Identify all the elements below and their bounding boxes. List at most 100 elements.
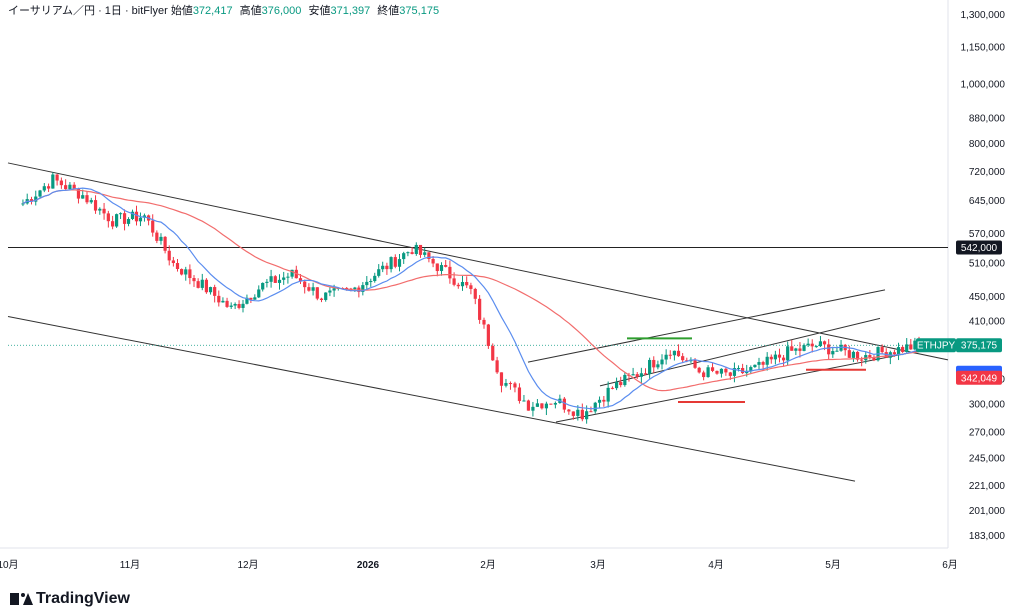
candle-body — [473, 288, 477, 299]
candle-body — [114, 214, 119, 227]
candle-body — [298, 278, 303, 282]
brand: TradingView — [10, 590, 130, 608]
candle-body — [786, 346, 790, 361]
candle-body — [282, 277, 286, 280]
candle-body — [610, 387, 615, 389]
candle-body — [719, 368, 724, 374]
candle-body — [159, 236, 163, 241]
candle-body — [576, 409, 580, 416]
candle-body — [668, 354, 672, 356]
chart-header: イーサリアム／円 · 1日 · bitFlyer 始値372,417 高値376… — [8, 2, 443, 18]
candle-body — [377, 269, 381, 276]
candle-body — [643, 373, 648, 375]
x-tick-label: 11月 — [120, 559, 140, 571]
trendline — [555, 344, 949, 423]
candle-body — [245, 297, 249, 304]
candle-body — [896, 347, 901, 355]
candle-body — [111, 221, 115, 227]
candle-body — [580, 409, 584, 420]
candle-body — [237, 304, 241, 308]
close-label: 終値 — [377, 5, 400, 17]
candle-body — [369, 281, 373, 283]
candle-body — [345, 287, 349, 289]
x-tick-label: 2026 — [357, 560, 380, 571]
candle-body — [261, 282, 265, 290]
high-value: 376,000 — [261, 5, 302, 17]
candle-body — [614, 382, 619, 389]
candle-body — [486, 324, 490, 346]
candle-body — [118, 213, 123, 215]
candle-body — [418, 244, 423, 255]
candle-body — [660, 359, 664, 365]
candle-body — [831, 351, 835, 355]
candle-body — [353, 287, 357, 290]
candle-body — [225, 300, 229, 307]
candle-body — [324, 292, 328, 300]
x-tick-label: 5月 — [825, 559, 841, 571]
candle-body — [126, 219, 131, 224]
candle-body — [253, 297, 257, 300]
candle-body — [448, 266, 452, 279]
candle-body — [794, 348, 798, 351]
x-tick-label: 4月 — [708, 559, 724, 571]
trendline — [527, 289, 886, 363]
candle-body — [402, 253, 406, 260]
candle-body — [106, 213, 110, 222]
candle-body — [98, 208, 102, 211]
candle-body — [749, 367, 753, 371]
y-tick-label: 570,000 — [969, 229, 1006, 240]
candle-body — [676, 350, 681, 357]
candle-body — [847, 350, 851, 358]
open-value: 372,417 — [192, 5, 233, 17]
y-tick-label: 800,000 — [969, 139, 1006, 150]
candle-body — [478, 298, 482, 320]
ma-slow-line — [22, 189, 920, 392]
candle-body — [606, 387, 610, 402]
y-tick-label: 1,300,000 — [961, 10, 1006, 21]
candle-body — [365, 281, 369, 286]
candle-body — [702, 372, 706, 378]
ma-value-tag-bg — [956, 370, 1002, 385]
candle-body — [736, 368, 741, 370]
candle-body — [89, 200, 93, 203]
candle-body — [68, 184, 72, 190]
candle-body — [389, 257, 393, 270]
candle-body — [504, 383, 508, 386]
candle-body — [540, 403, 544, 409]
candle-body — [517, 387, 522, 401]
y-tick-label: 183,000 — [969, 531, 1006, 542]
y-tick-label: 510,000 — [969, 259, 1006, 270]
candle-body — [423, 252, 427, 255]
candle-body — [635, 374, 639, 377]
candle-body — [93, 200, 98, 211]
candle-body — [130, 211, 135, 220]
candle-body — [213, 287, 217, 296]
candle-body — [76, 188, 81, 199]
candle-body — [29, 199, 34, 202]
candle-body — [706, 367, 710, 378]
candle-body — [513, 383, 517, 388]
symbol-price-tag-bg — [916, 338, 956, 353]
high-label: 高値 — [239, 5, 262, 17]
candle-body — [798, 348, 802, 351]
candle-body — [693, 359, 697, 368]
candle-body — [51, 174, 55, 189]
candle-body — [175, 263, 180, 270]
candle-body — [184, 269, 188, 275]
candle-body — [167, 250, 171, 261]
x-tick-label: 6月 — [942, 559, 958, 571]
candle-body — [652, 359, 656, 368]
candle-body — [249, 297, 253, 300]
trendline — [7, 316, 856, 482]
x-tick-label: 3月 — [590, 559, 606, 571]
candle-body — [814, 346, 818, 348]
candle-body — [21, 203, 25, 205]
candle-body — [619, 382, 623, 386]
candle-body — [765, 356, 769, 365]
candle-body — [64, 185, 68, 190]
symbol-price-tag: ETHJPY — [917, 341, 956, 352]
candle-body — [102, 208, 106, 214]
candle-body — [664, 354, 668, 360]
candle-body — [311, 287, 315, 291]
